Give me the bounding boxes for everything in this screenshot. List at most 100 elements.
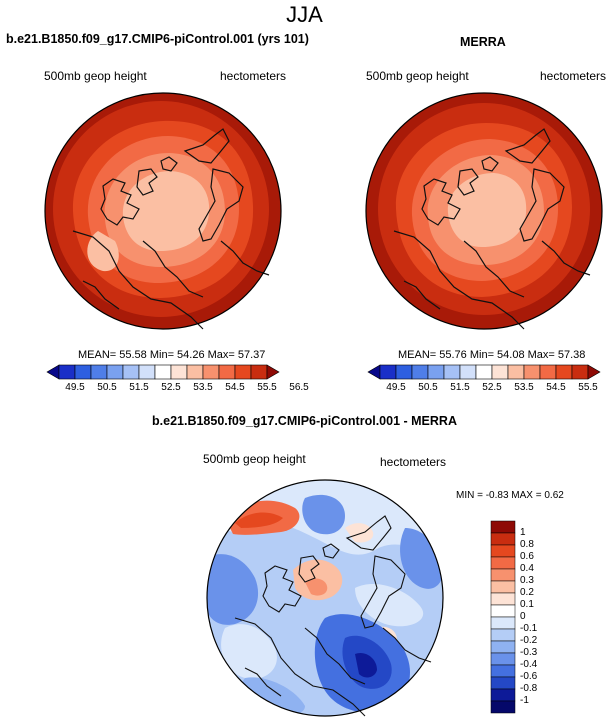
diff-map-near-zero-2 [355, 584, 424, 627]
right-colorbar-swatch [507, 364, 525, 380]
left-colorbar-swatch [154, 364, 172, 380]
diff-colorbar-swatch [490, 520, 516, 534]
right-colorbar-swatch [539, 364, 557, 380]
right-polar-map [365, 92, 603, 330]
left-colorbar-swatch [58, 364, 76, 380]
diff-panel-title: b.e21.B1850.f09_g17.CMIP6-piControl.001 … [152, 414, 457, 428]
diff-colorbar-swatch [490, 664, 516, 678]
right-colorbar [367, 364, 601, 380]
diff-colorbar-tick-label: -0.8 [520, 683, 538, 694]
right-colorbar-swatch [427, 364, 445, 380]
right-stats: MEAN= 55.76 Min= 54.08 Max= 57.38 [398, 349, 586, 361]
left-colorbar-tick-label: 56.5 [289, 382, 309, 393]
left-colorbar [46, 364, 280, 380]
left-colorbar-swatch [250, 364, 268, 380]
left-colorbar-swatch [106, 364, 124, 380]
left-colorbar-tick-label: 54.5 [225, 382, 245, 393]
diff-colorbar-swatch [490, 604, 516, 618]
left-map-band-6 [122, 171, 210, 251]
diff-units-label: hectometers [380, 455, 447, 469]
diff-polar-map [206, 479, 444, 717]
right-colorbar-swatch [555, 364, 573, 380]
right-colorbar-tick-label: 53.5 [514, 382, 534, 393]
left-colorbar-tick-label: 53.5 [193, 382, 213, 393]
left-colorbar-swatch [74, 364, 92, 380]
diff-map-outline [206, 479, 444, 717]
left-polar-map [44, 92, 282, 330]
diff-map-positive-4 [305, 578, 328, 596]
right-colorbar-swatch [491, 364, 509, 380]
diff-colorbar-tick-label: -1 [520, 695, 529, 706]
diff-map-negative-1 [207, 554, 259, 625]
right-colorbar-swatch [523, 364, 541, 380]
diff-colorbar [490, 520, 516, 714]
left-colorbar-tick-label: 49.5 [65, 382, 85, 393]
left-colorbar-swatch [170, 364, 188, 380]
left-variable-label: 500mb geop height [44, 69, 147, 83]
right-colorbar-swatch [379, 364, 397, 380]
right-colorbar-tick-label: 52.5 [482, 382, 502, 393]
diff-colorbar-tick-label: 0.6 [520, 551, 534, 562]
diff-map-near-zero-3 [221, 624, 277, 679]
diff-colorbar-tick-label: 0 [520, 611, 526, 622]
diff-colorbar-swatch [490, 592, 516, 606]
left-map-band-7 [87, 231, 119, 272]
diff-map-coastlines [234, 515, 432, 717]
right-map-coastlines [393, 128, 591, 330]
left-colorbar-end-low [46, 364, 60, 380]
diff-variable-label: 500mb geop height [203, 452, 306, 466]
diff-colorbar-swatch [490, 568, 516, 582]
left-map-outline [44, 92, 282, 330]
diff-colorbar-swatch [490, 616, 516, 630]
right-colorbar-tick-label: 51.5 [450, 382, 470, 393]
diff-colorbar-tick-label: -0.3 [520, 647, 538, 658]
left-map-coastlines [72, 128, 270, 330]
left-colorbar-tick-label: 50.5 [97, 382, 117, 393]
left-panel-title: b.e21.B1850.f09_g17.CMIP6-piControl.001 … [6, 32, 309, 46]
right-colorbar-tick-label: 55.5 [578, 382, 598, 393]
diff-minmax: MIN = -0.83 MAX = 0.62 [456, 490, 564, 501]
left-colorbar-swatch [234, 364, 252, 380]
right-colorbar-end-low [367, 364, 381, 380]
diff-colorbar-swatch [490, 652, 516, 666]
diff-colorbar-swatch [490, 628, 516, 642]
right-colorbar-tick-label: 49.5 [386, 382, 406, 393]
right-units-label: hectometers [540, 69, 607, 83]
right-panel-title: MERRA [460, 35, 506, 49]
diff-colorbar-tick-label: -0.2 [520, 635, 538, 646]
diff-colorbar-tick-label: 0.4 [520, 563, 534, 574]
diff-colorbar-swatch [490, 676, 516, 690]
right-map-outline [365, 92, 603, 330]
right-colorbar-swatch [475, 364, 493, 380]
right-colorbar-swatch [571, 364, 589, 380]
right-colorbar-swatch [411, 364, 429, 380]
left-colorbar-swatch [138, 364, 156, 380]
right-colorbar-swatch [443, 364, 461, 380]
right-colorbar-end-high [587, 364, 601, 380]
left-colorbar-swatch [122, 364, 140, 380]
diff-colorbar-tick-label: 1 [520, 527, 526, 538]
diff-colorbar-tick-label: -0.4 [520, 659, 538, 670]
diff-map-negative-2 [302, 494, 345, 535]
left-colorbar-tick-label: 51.5 [129, 382, 149, 393]
diff-colorbar-swatch [490, 688, 516, 702]
left-colorbar-swatch [202, 364, 220, 380]
right-colorbar-swatch [459, 364, 477, 380]
diff-map-negative-6 [355, 652, 377, 678]
left-stats: MEAN= 55.58 Min= 54.26 Max= 57.37 [78, 349, 266, 361]
right-map-band-6 [447, 173, 527, 247]
diff-map-positive-2 [235, 512, 283, 528]
diff-map-positive-5 [345, 523, 374, 543]
diff-colorbar-tick-label: -0.6 [520, 671, 538, 682]
diff-colorbar-swatch [490, 532, 516, 546]
diff-colorbar-tick-label: 0.1 [520, 599, 534, 610]
diff-colorbar-swatch [490, 700, 516, 714]
right-colorbar-tick-label: 54.5 [546, 382, 566, 393]
figure-title: JJA [286, 2, 323, 27]
right-colorbar-tick-label: 50.5 [418, 382, 438, 393]
diff-colorbar-swatch [490, 556, 516, 570]
left-units-label: hectometers [220, 69, 287, 83]
diff-colorbar-tick-label: 0.3 [520, 575, 534, 586]
left-colorbar-tick-label: 55.5 [257, 382, 277, 393]
diff-colorbar-swatch [490, 544, 516, 558]
